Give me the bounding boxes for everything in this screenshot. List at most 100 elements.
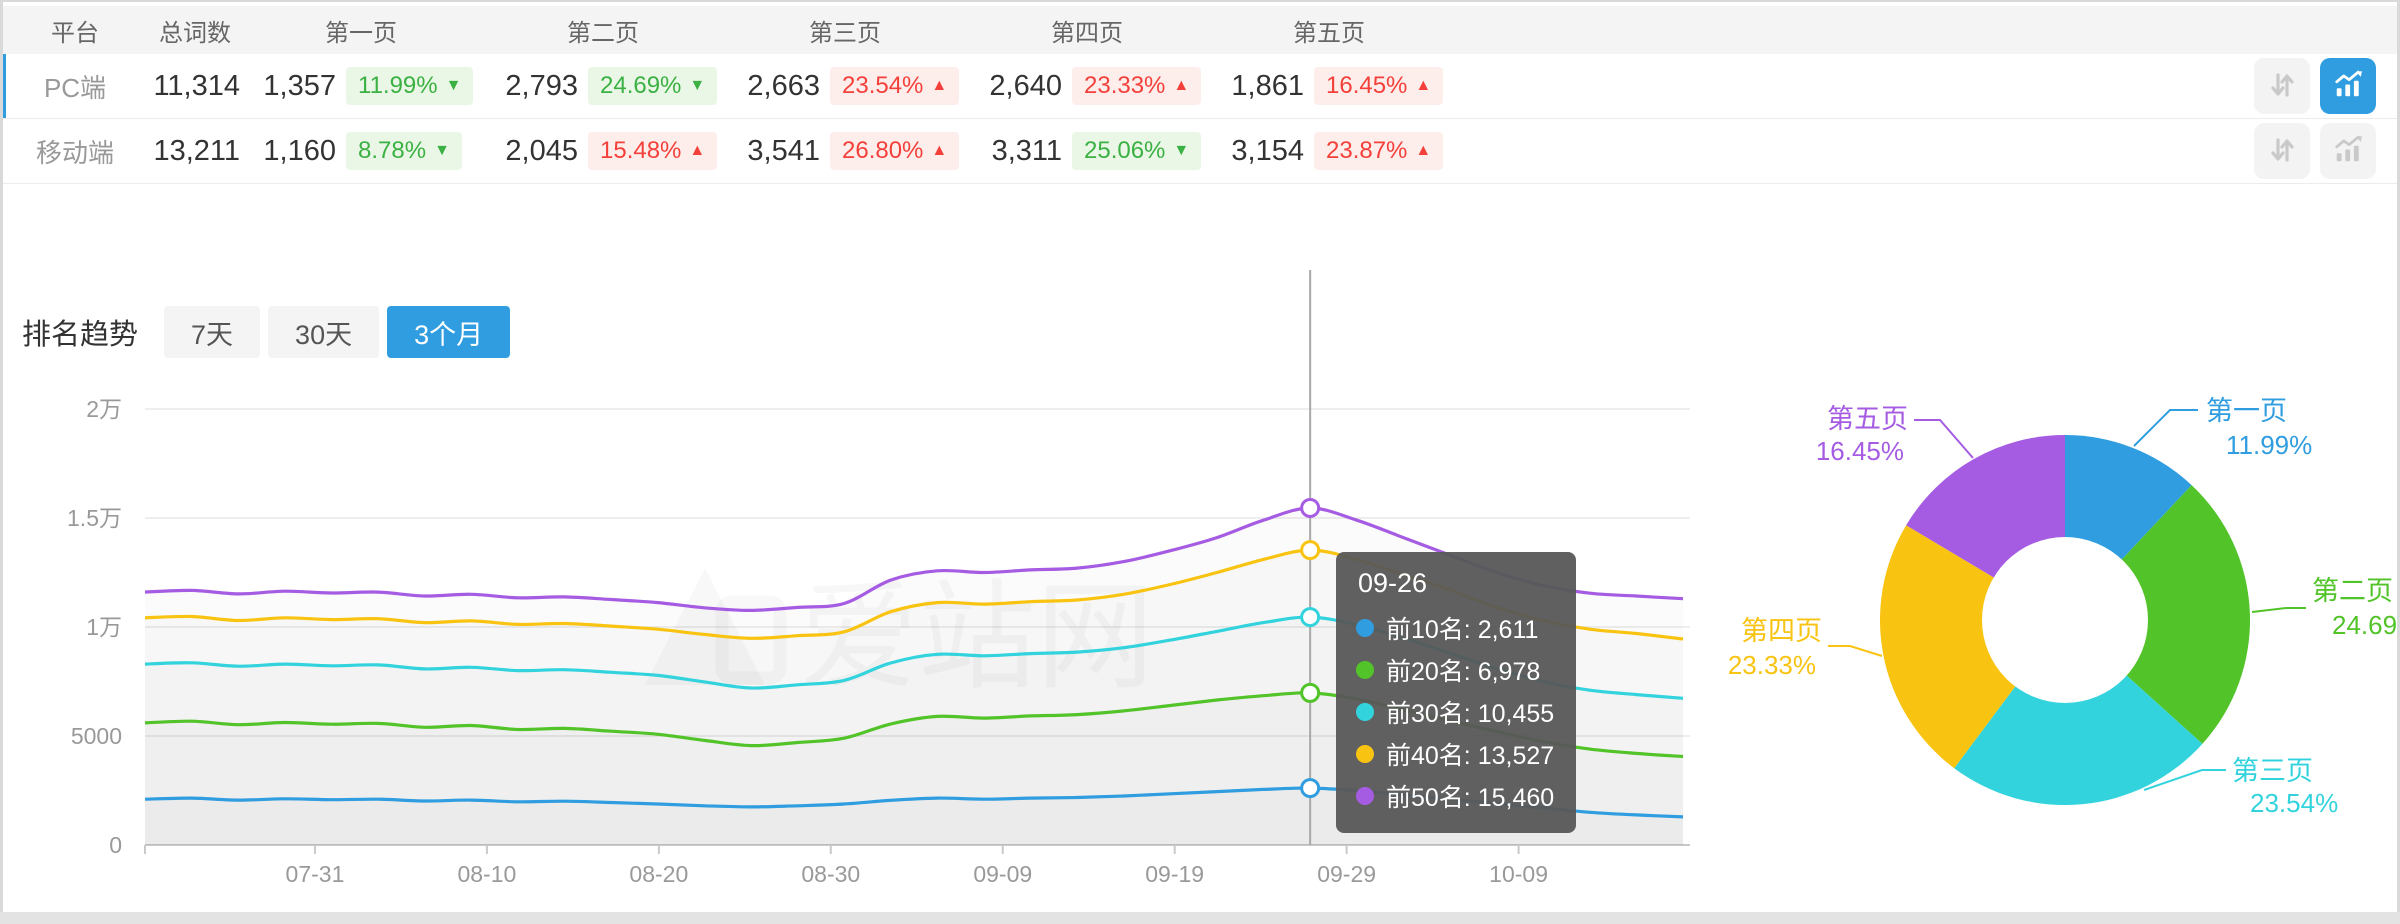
watermark-logo-icon bbox=[645, 568, 765, 685]
frame-border-right bbox=[2397, 0, 2400, 924]
tooltip-series-row: 前20名: 6,978 bbox=[1356, 649, 1554, 691]
platform-cell: 移动端 bbox=[35, 137, 114, 168]
y-axis-label: 0 bbox=[109, 832, 122, 858]
section-title: 排名趋势 bbox=[22, 319, 139, 351]
x-axis-label: 08-10 bbox=[457, 861, 516, 887]
tooltip-series-row: 前40名: 13,527 bbox=[1356, 733, 1554, 775]
page5-change-cell: 23.87% ▲ bbox=[1304, 132, 1450, 170]
page2-change-cell: 24.69% ▼ bbox=[578, 67, 724, 105]
col-header-page2: 第二页 bbox=[567, 19, 639, 47]
change-badge: 23.54% ▲ bbox=[830, 67, 960, 105]
change-badge: 11.99% ▼ bbox=[346, 67, 474, 105]
donut-slice-2[interactable] bbox=[2065, 485, 2251, 744]
table-row[interactable]: PC端 11,314 1,357 11.99% ▼ 2,793 24.69% ▼ 2,663 23… bbox=[0, 54, 2400, 119]
change-percent: 15.48% bbox=[600, 137, 682, 164]
page1-change-cell: 8.78% ▼ bbox=[336, 132, 482, 170]
change-percent: 11.99% bbox=[358, 72, 438, 99]
change-badge: 16.45% ▲ bbox=[1314, 67, 1444, 105]
series-dot-icon bbox=[1356, 787, 1374, 805]
page5-value: 3,154 bbox=[1231, 134, 1304, 167]
trend-line-前50名[interactable] bbox=[144, 506, 1684, 613]
donut-label-name: 第一页 bbox=[2206, 396, 2287, 426]
trend-chart-button[interactable] bbox=[2320, 58, 2376, 114]
donut-slice-3[interactable] bbox=[1954, 620, 2203, 806]
change-percent: 25.06% bbox=[1084, 137, 1166, 164]
x-axis-label: 08-20 bbox=[629, 861, 688, 887]
triangle-up-icon: ▲ bbox=[1415, 142, 1432, 159]
col-header-page1: 第一页 bbox=[325, 19, 397, 47]
table-header: 平台 总词数 第一页 第二页 第三页 第四页 第五页 bbox=[0, 6, 2400, 54]
page5-value: 1,861 bbox=[1231, 69, 1304, 102]
donut-label-name: 第四页 bbox=[1741, 616, 1822, 646]
sort-arrows-icon bbox=[2268, 71, 2296, 102]
tooltip-series-text: 前20名: 6,978 bbox=[1386, 658, 1541, 686]
page3-change-cell: 26.80% ▲ bbox=[820, 132, 966, 170]
page3-value: 2,663 bbox=[747, 69, 820, 102]
change-badge: 24.69% ▼ bbox=[588, 67, 718, 105]
change-badge: 26.80% ▲ bbox=[830, 132, 960, 170]
donut-label-percent: 11.99% bbox=[2226, 430, 2312, 460]
change-badge: 8.78% ▼ bbox=[346, 132, 462, 170]
col-header-page5: 第五页 bbox=[1293, 19, 1365, 47]
change-badge: 23.87% ▲ bbox=[1314, 132, 1444, 170]
change-badge: 25.06% ▼ bbox=[1072, 132, 1202, 170]
series-dot-icon bbox=[1356, 745, 1374, 763]
donut-label-name: 第二页 bbox=[2312, 576, 2393, 606]
row-actions bbox=[2230, 58, 2400, 114]
table-body: PC端 11,314 1,357 11.99% ▼ 2,793 24.69% ▼ 2,663 23… bbox=[0, 54, 2400, 184]
sort-toggle-button[interactable] bbox=[2254, 58, 2310, 114]
tab-7d[interactable]: 7天 bbox=[164, 306, 261, 358]
change-badge: 15.48% ▲ bbox=[588, 132, 718, 170]
triangle-down-icon: ▼ bbox=[434, 142, 450, 159]
table-row[interactable]: 移动端 13,211 1,160 8.78% ▼ 2,045 15.48% ▲ 3,541 26.… bbox=[0, 119, 2400, 184]
tab-3m[interactable]: 3个月 bbox=[387, 306, 511, 358]
col-header-page4: 第四页 bbox=[1051, 19, 1123, 47]
tooltip-series-row: 前30名: 10,455 bbox=[1356, 691, 1554, 733]
change-percent: 23.33% bbox=[1084, 72, 1166, 99]
donut-label-line bbox=[1828, 645, 1883, 657]
highlight-marker-前10名 bbox=[1300, 778, 1321, 799]
highlight-marker-前50名 bbox=[1300, 497, 1321, 518]
frame-border-left bbox=[0, 0, 3, 924]
donut-slice-4[interactable] bbox=[1879, 525, 2065, 769]
y-axis-label: 1万 bbox=[86, 614, 122, 640]
trend-chart-button[interactable] bbox=[2320, 123, 2376, 179]
y-axis-label: 5000 bbox=[71, 723, 122, 749]
triangle-down-icon: ▼ bbox=[1173, 142, 1190, 159]
donut-label-percent: 23.33% bbox=[1728, 650, 1816, 680]
series-dot-icon bbox=[1356, 703, 1374, 721]
col-header-total: 总词数 bbox=[159, 19, 231, 47]
x-axis-label: 10-09 bbox=[1489, 861, 1548, 887]
line-chart-icon bbox=[2333, 135, 2363, 168]
triangle-up-icon: ▲ bbox=[1173, 77, 1190, 94]
y-axis-label: 2万 bbox=[86, 396, 122, 422]
tab-30d[interactable]: 30天 bbox=[268, 306, 380, 358]
change-percent: 23.54% bbox=[842, 72, 924, 99]
row-actions bbox=[2230, 123, 2400, 179]
triangle-down-icon: ▼ bbox=[689, 77, 706, 94]
donut-label-line bbox=[1914, 419, 1974, 459]
tooltip-series-row: 前50名: 15,460 bbox=[1356, 775, 1554, 817]
page1-change-cell: 11.99% ▼ bbox=[336, 67, 482, 105]
y-axis-label: 1.5万 bbox=[67, 505, 122, 531]
x-axis-label: 08-30 bbox=[801, 861, 860, 887]
page2-value: 2,045 bbox=[505, 134, 578, 167]
page2-value: 2,793 bbox=[505, 69, 578, 102]
page1-value: 1,357 bbox=[263, 69, 336, 102]
highlight-marker-前20名 bbox=[1300, 682, 1321, 703]
frame-border-bottom bbox=[0, 912, 2400, 924]
page4-change-cell: 23.33% ▲ bbox=[1062, 67, 1208, 105]
frame-border-top bbox=[0, 0, 2400, 2]
chart-tooltip: 09-26 前10名: 2,611 前20名: 6,978 前30名: 10,455… bbox=[1336, 552, 1577, 833]
tooltip-series-row: 前10名: 2,611 bbox=[1356, 607, 1554, 649]
page1-value: 1,160 bbox=[263, 134, 336, 167]
sort-toggle-button[interactable] bbox=[2254, 123, 2310, 179]
sort-arrows-icon bbox=[2268, 136, 2296, 167]
page5-change-cell: 16.45% ▲ bbox=[1304, 67, 1450, 105]
total-words-value: 13,211 bbox=[153, 134, 240, 167]
page4-value: 2,640 bbox=[989, 69, 1062, 102]
donut-label-line bbox=[2133, 409, 2198, 447]
series-dot-icon bbox=[1356, 661, 1374, 679]
